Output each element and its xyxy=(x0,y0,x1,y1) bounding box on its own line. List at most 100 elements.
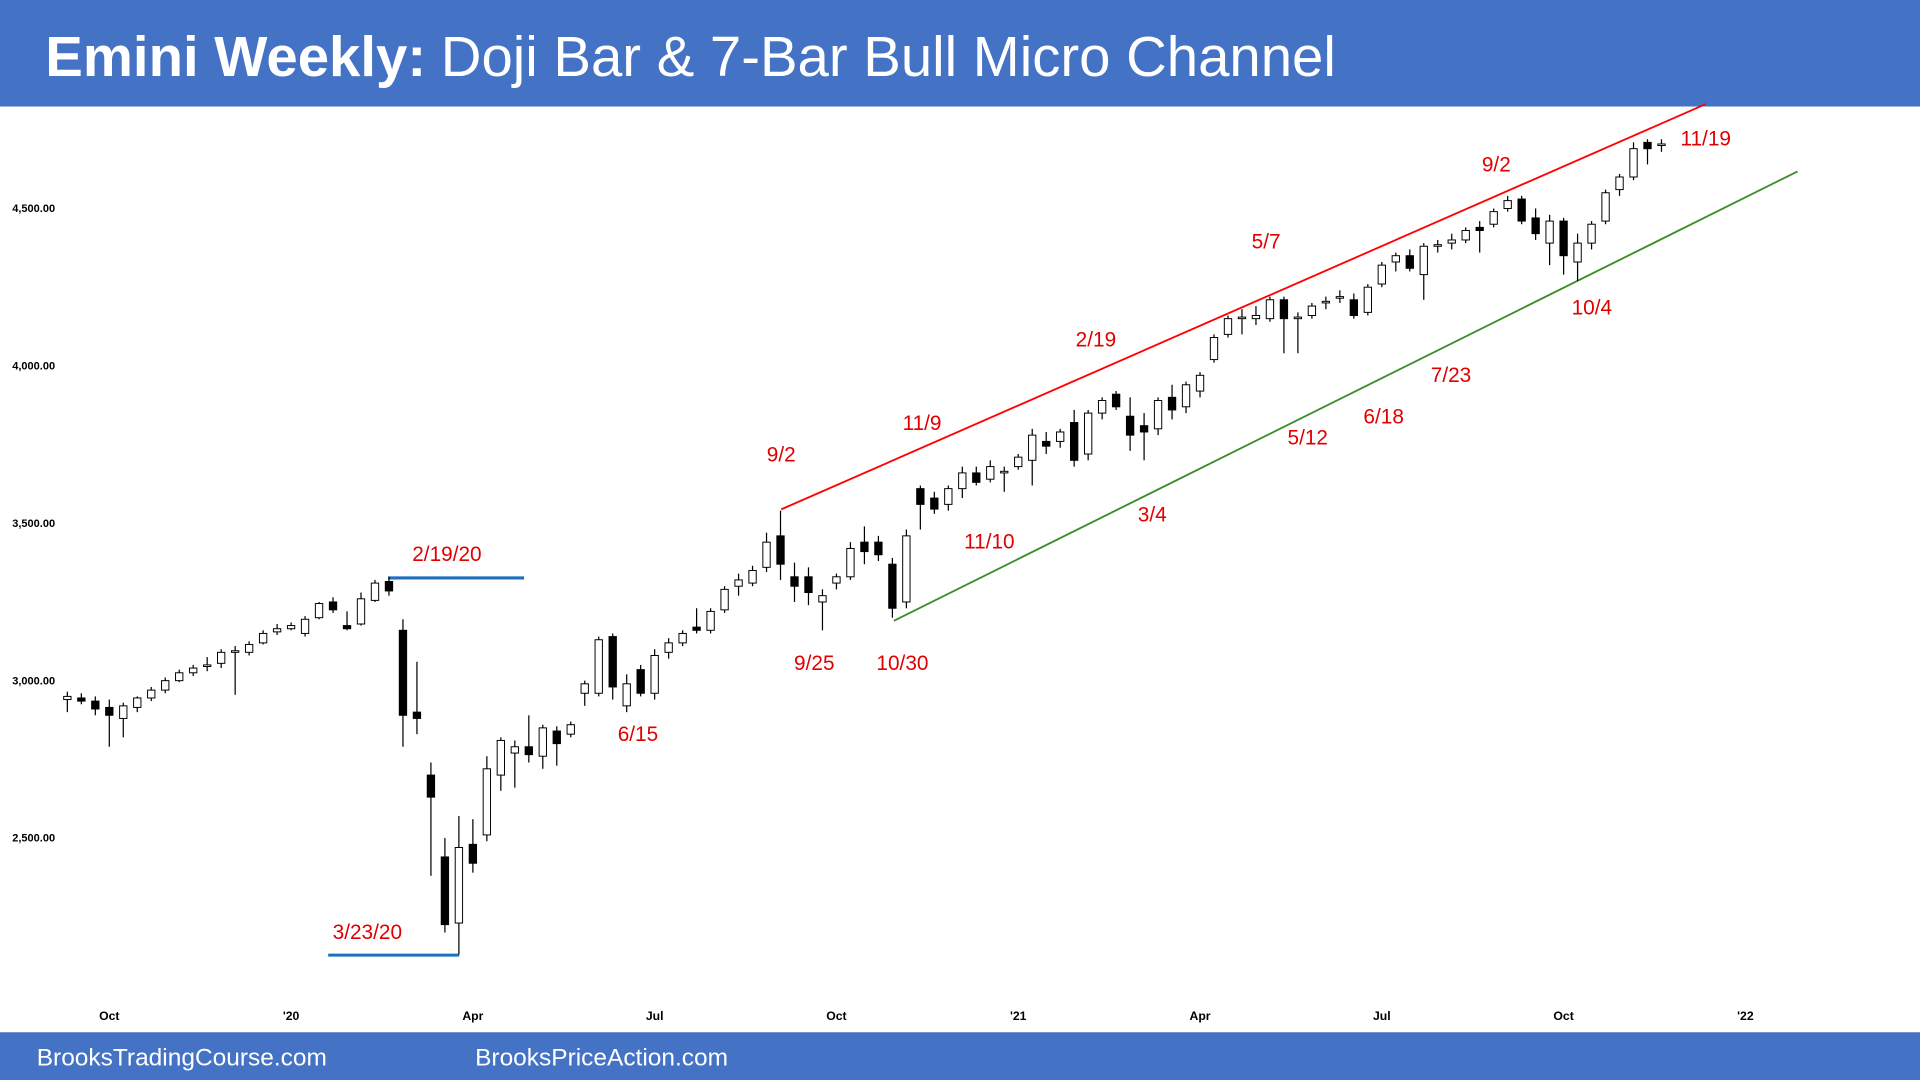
candle-body xyxy=(1181,384,1191,408)
candle-body xyxy=(1111,393,1121,408)
upper-channel-line xyxy=(780,103,1707,511)
candle-body xyxy=(1000,470,1009,474)
annotation: 11/19 xyxy=(1680,128,1731,151)
candle-body xyxy=(1433,244,1442,247)
candle-body xyxy=(1251,315,1261,320)
annotation: 10/4 xyxy=(1572,297,1612,320)
annotation: 3/23/20 xyxy=(333,921,402,944)
candle-body xyxy=(958,472,967,490)
candle-body xyxy=(203,664,212,667)
candle-body xyxy=(1391,255,1400,263)
candle-body xyxy=(1615,176,1624,191)
candle-body xyxy=(818,595,827,603)
candle-body xyxy=(356,598,366,625)
x-tick-label: '21 xyxy=(1010,1009,1027,1023)
candle-body xyxy=(1363,286,1372,313)
x-tick-label: Apr xyxy=(1189,1009,1210,1023)
candle-body xyxy=(300,618,310,634)
candle-body xyxy=(944,488,953,505)
candle-body xyxy=(1195,374,1205,392)
candle-body xyxy=(720,588,729,611)
candle-body xyxy=(1307,305,1317,317)
annotation: 7/23 xyxy=(1431,364,1471,387)
candle-body xyxy=(314,603,324,619)
candle-body xyxy=(1167,396,1177,411)
x-tick-label: Jul xyxy=(646,1009,664,1023)
x-tick-label: Oct xyxy=(1553,1009,1573,1023)
candle-body xyxy=(608,636,617,688)
candle-body xyxy=(1503,200,1512,209)
candle-body xyxy=(217,651,226,664)
candle-body xyxy=(804,576,813,594)
candle-body xyxy=(538,727,547,757)
candle-body xyxy=(1237,316,1247,320)
candle-body xyxy=(1265,299,1275,320)
candle-body xyxy=(1489,211,1498,225)
candle-body xyxy=(1531,217,1540,235)
header-bar xyxy=(0,0,1920,107)
annotation: 6/15 xyxy=(618,723,658,746)
candle-body xyxy=(692,626,701,631)
candle-body xyxy=(496,739,506,776)
candle-body xyxy=(1587,223,1596,244)
candle-body xyxy=(524,746,533,756)
lower-channel-line xyxy=(893,170,1798,622)
annotation: 9/2 xyxy=(1482,153,1511,176)
candle-body xyxy=(874,541,883,556)
candle-body xyxy=(91,700,100,710)
annotation: 11/9 xyxy=(903,412,942,435)
candle-body xyxy=(328,601,338,611)
candle-body xyxy=(482,768,492,836)
annotation: 6/18 xyxy=(1363,406,1403,429)
candle-body xyxy=(342,625,352,630)
candle-body xyxy=(566,724,575,735)
candle-body xyxy=(552,730,561,745)
candle-body xyxy=(622,683,631,707)
candle-body xyxy=(1293,316,1303,320)
title-lead: Emini Weekly: xyxy=(45,25,426,88)
candle-body xyxy=(384,581,394,592)
candle-body xyxy=(426,774,436,798)
candle-body xyxy=(1573,242,1582,263)
candle-body xyxy=(1056,431,1065,442)
candle-body xyxy=(1601,192,1610,222)
candle-body xyxy=(1070,422,1079,461)
candle-body xyxy=(1475,226,1484,232)
candle-body xyxy=(1321,300,1331,304)
candle-body xyxy=(846,547,855,578)
candle-body xyxy=(230,650,240,653)
annotation: 3/4 xyxy=(1138,504,1167,527)
annotation: 2/19/20 xyxy=(412,543,481,566)
x-tick-label: '20 xyxy=(283,1009,300,1023)
candle-body xyxy=(916,488,925,505)
candle-body xyxy=(1657,143,1666,147)
footer-left: BrooksTradingCourse.com xyxy=(37,1044,327,1071)
candle-body xyxy=(1461,230,1470,241)
candle-body xyxy=(272,628,282,633)
candle-body xyxy=(1223,318,1233,335)
candle-body xyxy=(1349,299,1359,317)
candle-body xyxy=(860,541,869,553)
candle-body xyxy=(1643,141,1652,150)
candle-body xyxy=(706,610,715,631)
candle-body xyxy=(1405,255,1414,269)
candle-body xyxy=(580,683,589,694)
candle-body xyxy=(258,632,268,644)
y-tick-label: 3,000.00 xyxy=(12,675,55,687)
x-tick-label: Oct xyxy=(826,1009,846,1023)
candle-body xyxy=(1545,220,1554,244)
footer-right: BrooksPriceAction.com xyxy=(475,1044,728,1071)
candle-body xyxy=(902,535,911,603)
candle-body xyxy=(664,642,673,653)
candle-body xyxy=(1377,264,1386,285)
candle-body xyxy=(119,705,128,719)
candle-body xyxy=(1279,299,1289,320)
candle-body xyxy=(510,746,519,754)
candle-body xyxy=(370,582,380,601)
annotation: 11/10 xyxy=(964,531,1014,554)
candle-body xyxy=(636,669,645,694)
candle-body xyxy=(244,643,254,653)
candle-body xyxy=(105,706,114,716)
candle-body xyxy=(412,711,422,719)
candle-body xyxy=(986,466,995,480)
